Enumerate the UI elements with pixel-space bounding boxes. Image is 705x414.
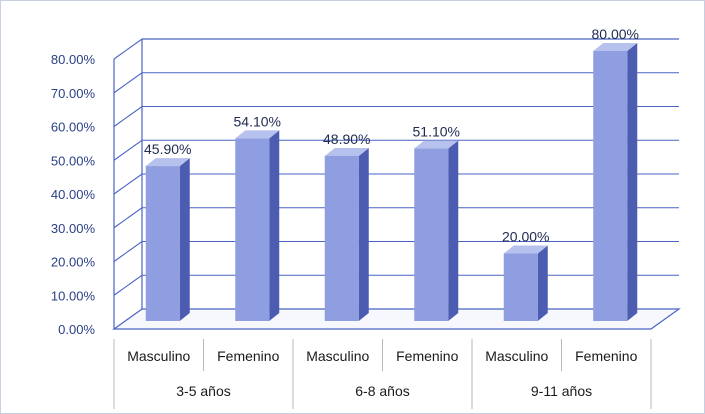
bar-top — [593, 43, 638, 51]
gridlines — [113, 38, 679, 296]
bar — [503, 245, 548, 321]
data-label: 20.00% — [502, 229, 549, 245]
bar-top — [503, 245, 548, 254]
category-label: Femenino — [575, 348, 637, 364]
gridline — [113, 72, 679, 94]
y-tick-label: 70.00% — [51, 86, 96, 101]
y-tick-label: 80.00% — [51, 52, 96, 67]
y-tick-label: 10.00% — [51, 288, 96, 303]
bar-side — [179, 158, 190, 321]
bar — [145, 158, 190, 321]
gridline — [113, 173, 679, 195]
bar-front — [145, 166, 180, 321]
bar-top — [414, 140, 459, 149]
bar-front — [593, 51, 628, 321]
y-tick-label: 30.00% — [51, 221, 96, 236]
data-label: 51.10% — [413, 124, 460, 140]
bar — [414, 140, 459, 321]
bar-front — [414, 148, 449, 321]
category-labels: Masculino Femenino Masculino Femenino Mascul… — [113, 339, 652, 409]
gridline — [113, 139, 679, 161]
gridline — [113, 207, 679, 229]
bar-top — [324, 147, 369, 156]
group-label: 3-5 años — [176, 383, 230, 399]
data-label: 48.90% — [323, 131, 370, 147]
y-tick-label: 60.00% — [51, 120, 96, 135]
bar — [324, 147, 369, 321]
y-tick-label: 50.00% — [51, 153, 96, 168]
data-label: 80.00% — [592, 26, 639, 42]
category-label: Masculino — [485, 348, 548, 364]
category-label: Femenino — [217, 348, 279, 364]
bar-side — [358, 147, 369, 321]
group-label: 9-11 años — [531, 383, 592, 399]
data-labels: 45.90% 54.10% 48.90% 51.10% 20.00% 80.00% — [144, 26, 639, 245]
data-label: 54.10% — [234, 113, 281, 129]
y-tick-label: 40.00% — [51, 187, 96, 202]
bar-top — [235, 130, 280, 139]
category-label: Masculino — [127, 348, 190, 364]
category-label: Femenino — [396, 348, 458, 364]
gridline — [113, 274, 679, 296]
bar-top — [145, 158, 190, 167]
gridline — [113, 105, 679, 127]
gridline — [113, 240, 679, 262]
bars — [145, 43, 638, 321]
category-label: Masculino — [306, 348, 369, 364]
bar-side — [537, 245, 548, 321]
y-axis-ticks: 0.00% 10.00% 20.00% 30.00% 40.00% 50.00% 60.00… — [51, 52, 96, 337]
gridline — [113, 38, 679, 60]
y-tick-label: 20.00% — [51, 255, 96, 270]
bar-front — [235, 138, 270, 321]
bar — [235, 130, 280, 321]
group-label: 6-8 años — [355, 383, 409, 399]
bar-side — [448, 140, 459, 321]
bar-front — [503, 253, 538, 321]
bar-side — [627, 43, 638, 321]
bar-side — [269, 130, 280, 321]
bar-front — [324, 155, 359, 321]
y-tick-label: 0.00% — [58, 322, 95, 337]
bar — [593, 43, 638, 321]
data-label: 45.90% — [144, 141, 191, 157]
